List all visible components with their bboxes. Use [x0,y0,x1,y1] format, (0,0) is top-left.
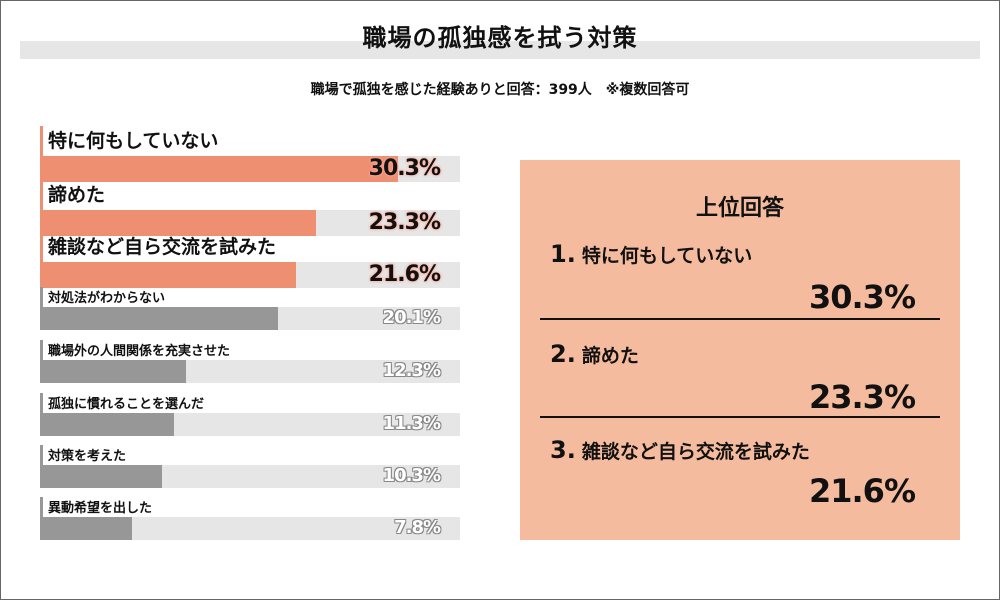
bar [40,156,398,182]
rank-label: 諦めた [581,345,639,367]
bar [40,360,186,383]
bar [40,517,132,540]
value-label: 12.3% [382,360,441,381]
top-answers-panel: 上位回答 1. 特に何もしていない 30.3% 2. 諦めた 23.3% 3. 雑談な… [520,160,960,540]
category-label: 特に何もしていない [48,130,219,152]
category-label: 対策を考えた [48,449,127,464]
bar-accent [40,232,43,288]
bar-accent [40,287,43,330]
panel-title: 上位回答 [695,196,784,221]
value-label: 20.1% [382,307,441,328]
category-label: 雑談など自ら交流を試みた [48,236,277,258]
bar-accent [40,126,43,182]
bar [40,262,296,288]
bar [40,210,316,236]
chart-subtitle: 職場で孤独を感じた経験ありと回答：399人 ※複数回答可 [310,82,690,98]
category-label: 職場外の人間関係を充実させた [48,344,231,359]
category-label: 孤独に慣れることを選んだ [48,397,205,412]
rank-label: 雑談など自ら交流を試みた [581,441,810,463]
bar-accent [40,180,43,236]
category-label: 異動希望を出した [48,501,153,516]
divider [540,318,940,320]
chart-title: 職場の孤独感を拭う対策 [362,24,638,52]
rank-value: 23.3% [808,378,916,416]
value-label: 11.3% [382,413,441,434]
bar [40,307,278,330]
rank-number: 2. [550,340,576,368]
value-label: 23.3% [368,210,441,235]
value-label: 7.8% [394,517,441,538]
rank-number: 1. [550,240,576,268]
bar-accent [40,497,43,540]
rank-value: 30.3% [808,278,916,316]
bar-track [40,517,460,540]
rank-label: 特に何もしていない [581,245,753,267]
bar [40,413,174,436]
rank-value: 21.6% [808,472,916,510]
category-label: 諦めた [48,184,106,206]
title-band [20,41,980,59]
divider [540,416,940,418]
value-label: 21.6% [368,262,441,287]
bar [40,465,162,488]
bar-accent [40,445,43,488]
rank-number: 3. [550,436,576,464]
category-label: 対処法がわからない [48,291,166,306]
value-label: 30.3% [368,156,441,181]
bar-accent [40,393,43,436]
bar-accent [40,340,43,383]
value-label: 10.3% [382,465,441,486]
